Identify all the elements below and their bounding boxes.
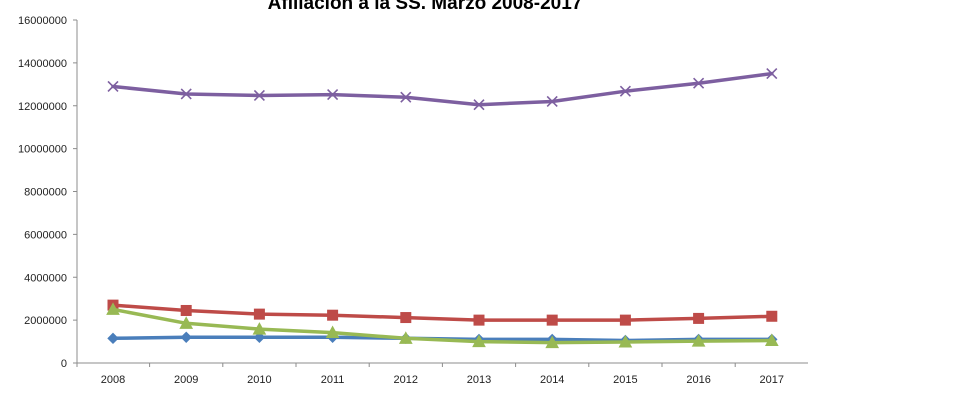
- marker-stroke: [546, 95, 558, 108]
- series-line: [111, 303, 774, 322]
- data-point: [180, 304, 192, 316]
- y-tick-label: 8000000: [24, 187, 67, 199]
- x-tick-label: 2008: [101, 374, 125, 386]
- y-tick-label: 6000000: [24, 229, 67, 241]
- data-point: [327, 89, 339, 101]
- data-point: [253, 89, 265, 102]
- data-point: [253, 308, 265, 320]
- data-point: [766, 68, 778, 80]
- data-point: [472, 334, 486, 348]
- marker-stroke: [693, 77, 705, 89]
- y-tick-label: 16000000: [18, 15, 67, 27]
- data-point: [252, 322, 267, 335]
- data-point: [473, 314, 485, 326]
- data-point: [400, 91, 412, 103]
- data-point: [619, 85, 631, 97]
- x-tick-label: 2011: [321, 374, 345, 386]
- y-tick-label: 12000000: [18, 101, 67, 113]
- data-point: [545, 335, 560, 349]
- marker-stroke: [327, 89, 339, 101]
- y-tick-label: 0: [61, 358, 67, 370]
- data-point: [546, 95, 558, 108]
- data-point: [180, 88, 192, 100]
- marker-stroke: [766, 68, 778, 80]
- marker-stroke: [619, 85, 631, 97]
- data-point: [107, 332, 119, 345]
- data-point: [107, 80, 119, 93]
- x-tick-label: 2015: [613, 374, 637, 386]
- x-tick-label: 2010: [247, 374, 271, 386]
- series-line: [111, 71, 774, 107]
- data-point: [619, 314, 631, 326]
- axes: 0 2000000 4000000 6000000 8000000 10000000 120…: [18, 15, 808, 386]
- series-layer: [106, 68, 779, 349]
- data-point: [327, 309, 339, 321]
- y-tick-label: 2000000: [24, 315, 67, 327]
- data-point: [766, 310, 778, 322]
- marker-stroke: [473, 99, 485, 111]
- data-point: [691, 334, 706, 347]
- series-line: [111, 307, 774, 345]
- data-point: [693, 312, 705, 324]
- data-point: [179, 316, 194, 329]
- x-tick-label: 2013: [467, 374, 491, 386]
- y-tick-label: 4000000: [24, 272, 67, 284]
- marker-stroke: [400, 91, 412, 103]
- y-tick-label: 10000000: [18, 144, 67, 156]
- x-tick-label: 2009: [174, 374, 198, 386]
- chart-title: Afiliación a la SS. Marzo 2008-2017: [268, 0, 583, 14]
- series-3: [106, 302, 779, 349]
- x-tick-label: 2016: [686, 374, 710, 386]
- x-tick-label: 2012: [394, 374, 418, 386]
- data-point: [180, 331, 192, 343]
- data-point: [325, 325, 340, 339]
- data-point: [400, 312, 412, 324]
- data-point: [693, 77, 705, 89]
- marker-stroke: [253, 89, 265, 102]
- x-tick-label: 2017: [760, 374, 784, 386]
- marker-stroke: [180, 88, 192, 100]
- series-4: [107, 68, 778, 111]
- data-point: [253, 331, 266, 343]
- data-point: [618, 334, 633, 348]
- data-point: [473, 99, 485, 111]
- data-point: [546, 314, 558, 326]
- series-2: [107, 299, 778, 326]
- data-point: [398, 331, 413, 344]
- marker-stroke: [107, 80, 119, 93]
- x-tick-label: 2014: [540, 374, 564, 386]
- data-point: [764, 333, 779, 346]
- y-tick-label: 14000000: [18, 58, 67, 70]
- data-point: [106, 302, 120, 315]
